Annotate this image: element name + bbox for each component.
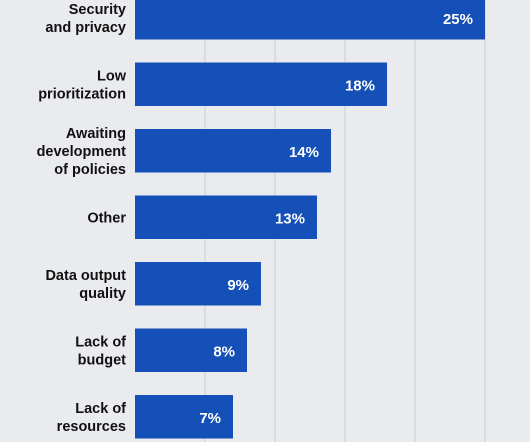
bar [135,129,331,173]
bar [135,328,247,372]
category-labels: Security and privacy Low prioritization Awai… [37,2,127,435]
category-label: Data output quality [45,268,126,302]
bars-group [135,0,485,439]
value-labels: 25% 18% 14% 13% 9% 8% 7% [199,11,473,427]
value-label: 7% [199,410,221,427]
bar [135,195,317,239]
category-label: Lack of resources [57,401,126,435]
category-label: Security and privacy [45,2,126,36]
category-label-line: resources [57,419,126,435]
bar [135,395,233,439]
category-label-line: Awaiting [66,126,126,142]
bar [135,262,261,306]
value-label: 8% [213,343,235,360]
category-label: Lack of budget [75,334,126,368]
category-label-line: Lack of [75,334,126,350]
category-label: Awaiting development of policies [37,126,127,178]
category-label-line: Lack of [75,401,126,417]
bar [135,62,387,106]
category-label: Other [87,210,126,226]
value-label: 14% [289,144,319,161]
category-label-line: prioritization [38,86,126,102]
value-label: 9% [227,277,249,294]
category-label-line: Security [69,2,126,18]
bar [135,0,485,40]
category-label-line: budget [78,352,126,368]
category-label-line: quality [79,286,126,302]
category-label-line: of policies [54,162,126,178]
category-label: Low prioritization [38,68,127,102]
value-label: 25% [443,11,473,28]
category-label-line: Other [87,210,126,226]
category-label-line: Low [97,68,127,84]
category-label-line: and privacy [45,20,126,36]
value-label: 13% [275,210,305,227]
value-label: 18% [345,77,375,94]
category-label-line: Data output [45,268,126,284]
category-label-line: development [37,144,127,160]
